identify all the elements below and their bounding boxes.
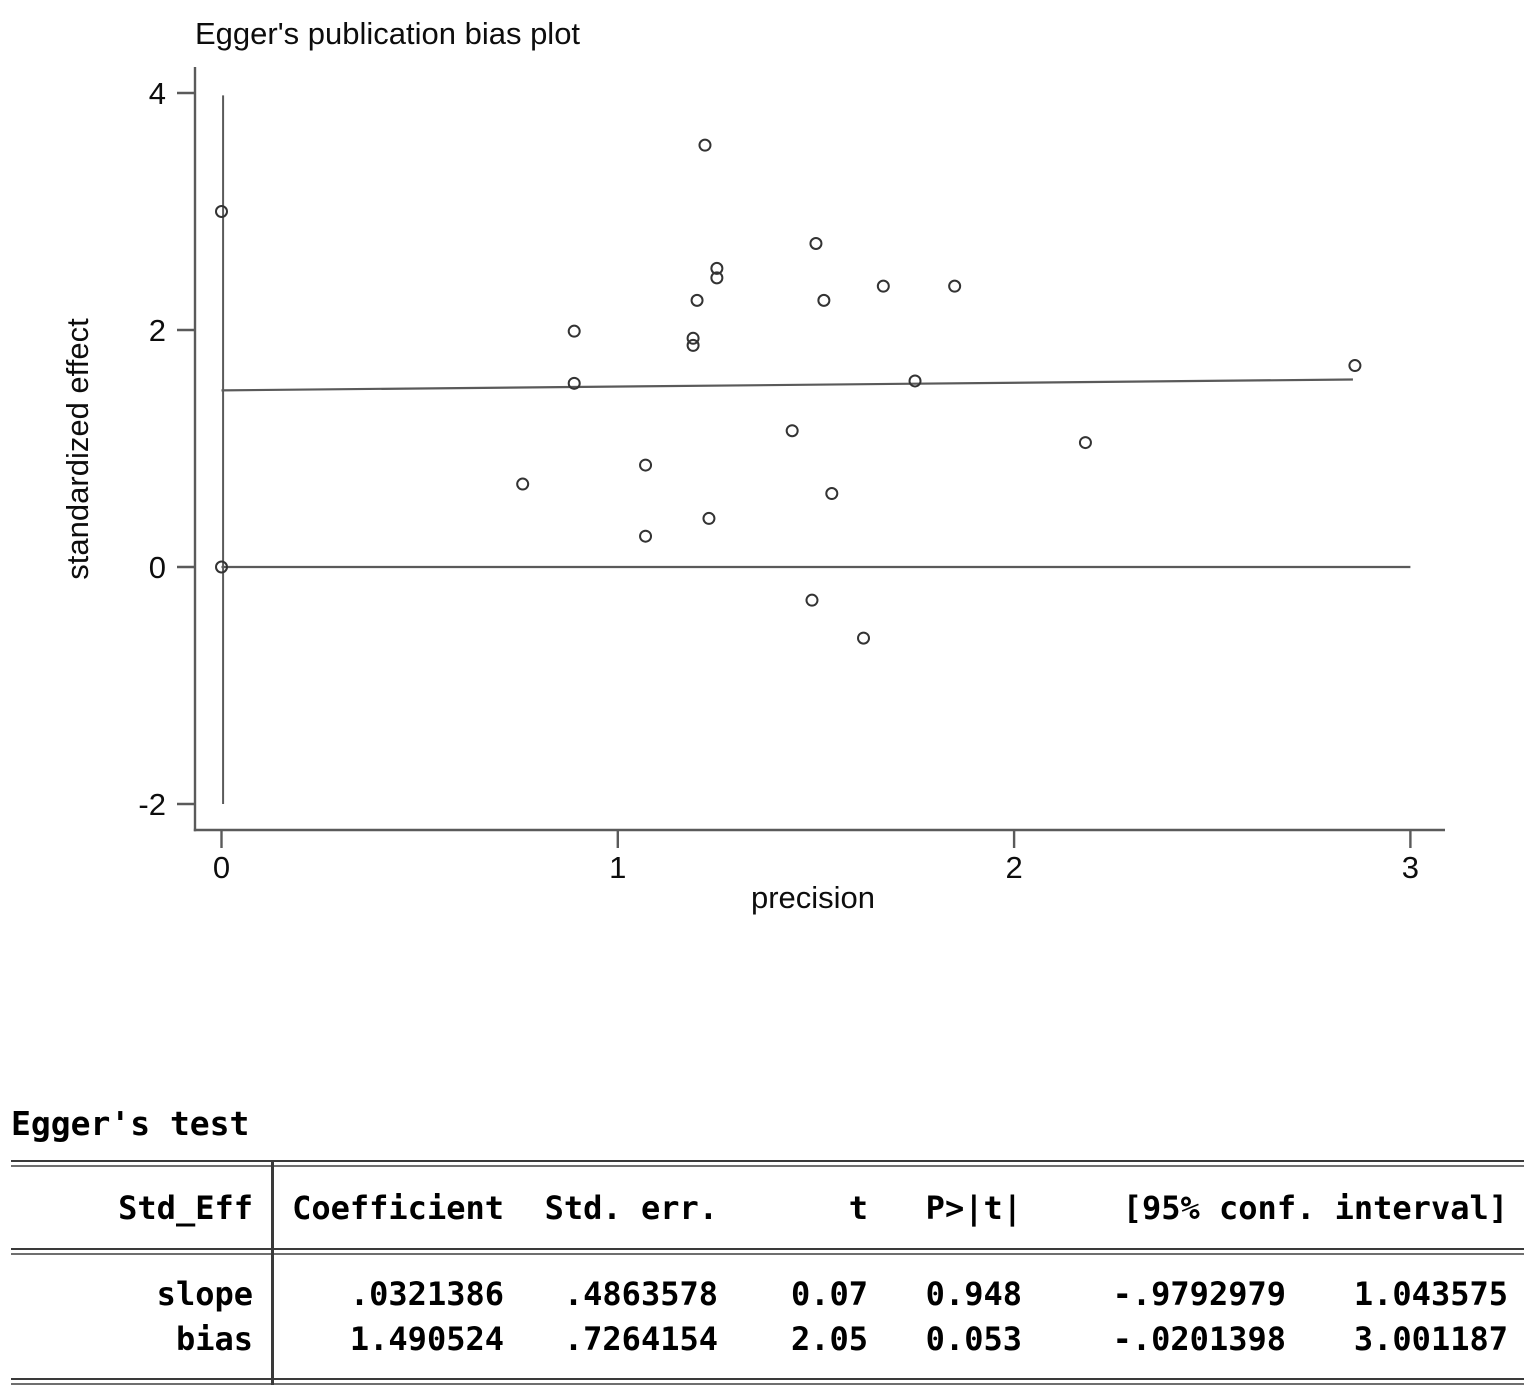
table-mid-rule — [11, 1248, 1524, 1255]
row-label: bias — [175, 1320, 253, 1358]
ci-low-value: -.9792979 — [1112, 1275, 1286, 1313]
table-bottom-rule — [11, 1378, 1524, 1385]
scatter-point — [809, 236, 823, 250]
p-value: 0.948 — [925, 1275, 1022, 1313]
table-column-divider — [271, 1160, 274, 1385]
y-tick-label: 4 — [149, 76, 166, 111]
x-axis-title: precision — [751, 880, 875, 915]
scatter-point — [710, 271, 724, 285]
table-top-rule — [11, 1160, 1524, 1167]
ci-high-value: 3.001187 — [1353, 1320, 1508, 1358]
scatter-point — [639, 529, 653, 543]
scatter-point — [215, 205, 228, 218]
x-tick-label: 3 — [1402, 850, 1419, 885]
table-row-bias: bias 1.490524 .7264154 2.05 0.053 -.0201… — [11, 1317, 1524, 1362]
table-header-row: Std_Eff Coefficient Std. err. t P>|t| [9… — [11, 1186, 1524, 1231]
col-header-p-value: P>|t| — [925, 1189, 1022, 1227]
row-label: slope — [156, 1275, 253, 1313]
egger-publication-bias-plot: 4 2 0 -2 0 1 2 3 Egger's publication bias plot pr… — [60, 16, 1445, 915]
y-axis-title: standardized effect — [60, 318, 95, 580]
scatter-point — [567, 324, 581, 338]
coefficient-value: .0321386 — [349, 1275, 504, 1313]
ci-low-value: -.0201398 — [1112, 1320, 1286, 1358]
scatter-point — [817, 293, 831, 307]
scatter-point — [639, 458, 653, 472]
coefficient-value: 1.490524 — [349, 1320, 504, 1358]
scatter-point — [567, 376, 581, 390]
scatter-point — [516, 477, 530, 491]
std-err-value: .7264154 — [563, 1320, 718, 1358]
x-tick-label: 1 — [609, 850, 626, 885]
scatter-point — [857, 631, 871, 645]
scatter-point — [686, 338, 700, 352]
col-header-std-err: Std. err. — [544, 1189, 718, 1227]
col-header-coefficient: Coefficient — [292, 1189, 504, 1227]
scatter-point — [876, 279, 890, 293]
x-tick-label: 2 — [1005, 850, 1022, 885]
scatter-point — [948, 279, 962, 293]
scatter-point — [710, 261, 724, 275]
col-header-t: t — [848, 1189, 868, 1227]
y-tick-label: 0 — [149, 550, 166, 585]
y-tick-label: 2 — [149, 313, 166, 348]
scatter-point — [785, 424, 799, 438]
scatter-point — [1348, 359, 1362, 373]
scatter-point — [698, 138, 712, 152]
p-value: 0.053 — [925, 1320, 1022, 1358]
scatter-point — [702, 511, 716, 525]
table-title: Egger's test — [11, 1104, 250, 1143]
scatter-point — [690, 293, 704, 307]
col-header-conf-interval: [95% conf. interval] — [1122, 1189, 1508, 1227]
table-row-slope: slope .0321386 .4863578 0.07 0.948 -.979… — [11, 1272, 1524, 1317]
regression-line — [221, 378, 1353, 392]
col-header-std-eff: Std_Eff — [118, 1189, 253, 1227]
ci-high-value: 1.043575 — [1353, 1275, 1508, 1313]
t-value: 0.07 — [790, 1275, 868, 1313]
t-value: 2.05 — [790, 1320, 868, 1358]
scatter-point — [686, 331, 700, 345]
scatter-point — [805, 593, 819, 607]
y-tick-label: -2 — [138, 787, 166, 822]
scatter-point — [825, 487, 839, 501]
x-tick-label: 0 — [213, 850, 230, 885]
std-err-value: .4863578 — [563, 1275, 718, 1313]
scatter-point — [1078, 436, 1092, 450]
chart-title: Egger's publication bias plot — [195, 16, 580, 51]
scatter-point — [215, 560, 228, 574]
scatter-point — [908, 374, 922, 388]
